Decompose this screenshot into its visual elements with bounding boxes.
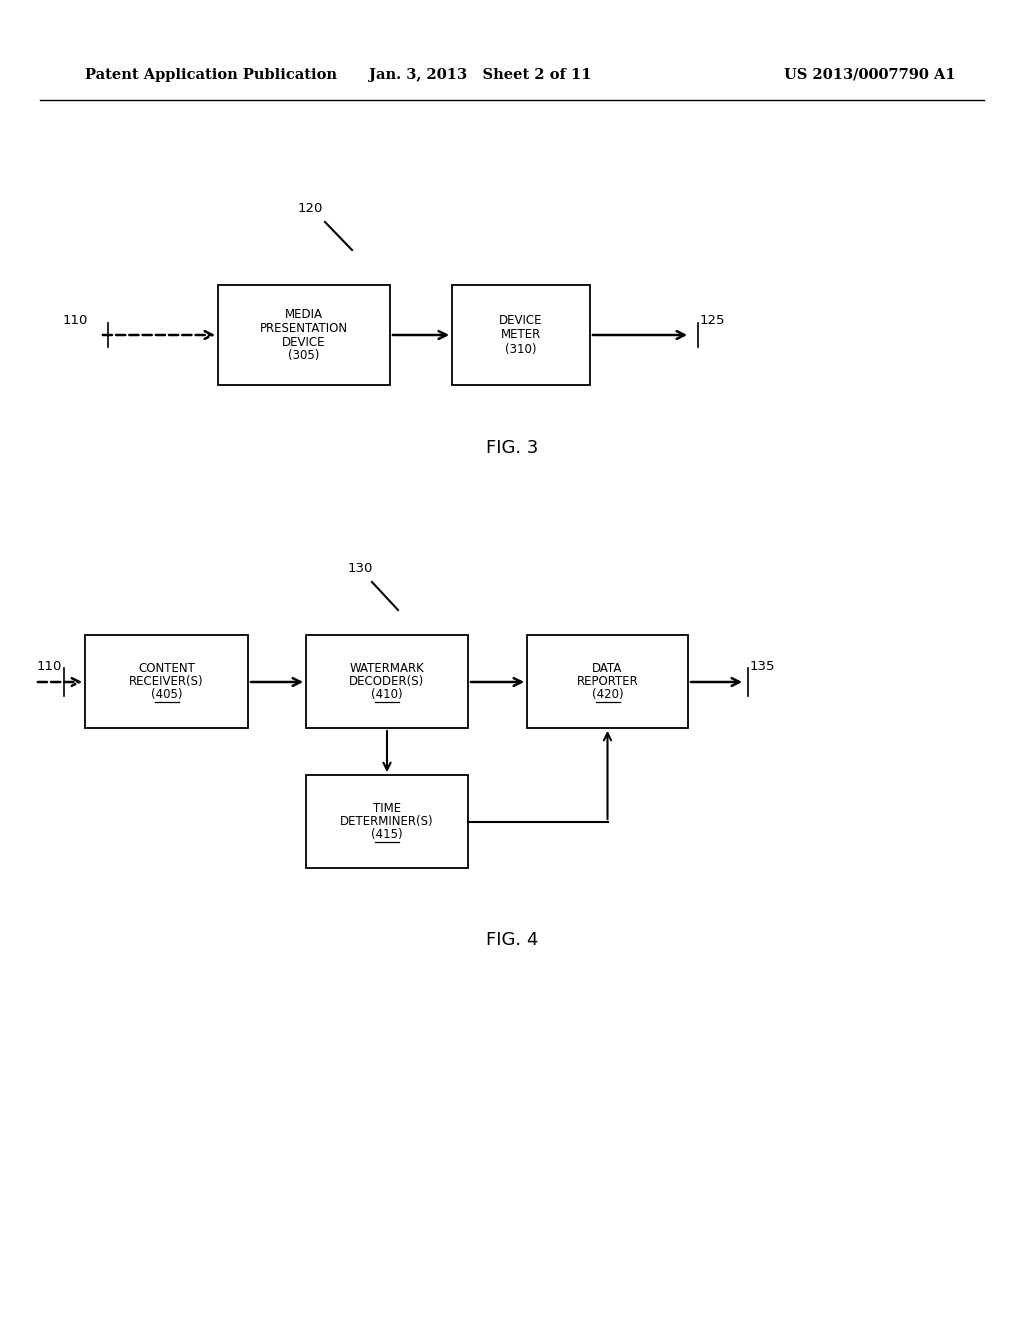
- Text: (420): (420): [592, 688, 624, 701]
- Text: 110: 110: [62, 314, 88, 326]
- Text: (410): (410): [371, 688, 402, 701]
- Text: RECEIVER(S): RECEIVER(S): [129, 675, 204, 688]
- Text: Patent Application Publication: Patent Application Publication: [85, 69, 337, 82]
- Text: 120: 120: [298, 202, 324, 214]
- Text: DEVICE: DEVICE: [500, 314, 543, 327]
- Text: REPORTER: REPORTER: [577, 675, 638, 688]
- Bar: [306, 635, 468, 729]
- Text: DEVICE: DEVICE: [283, 335, 326, 348]
- Text: METER: METER: [501, 329, 541, 342]
- Text: (310): (310): [505, 342, 537, 355]
- Bar: [306, 775, 468, 869]
- Text: DATA: DATA: [592, 663, 623, 675]
- Bar: [85, 635, 248, 729]
- Text: FIG. 3: FIG. 3: [485, 440, 539, 457]
- Text: (305): (305): [289, 350, 319, 363]
- Text: WATERMARK: WATERMARK: [349, 663, 424, 675]
- Text: DETERMINER(S): DETERMINER(S): [340, 814, 434, 828]
- Text: MEDIA: MEDIA: [285, 308, 323, 321]
- Text: 130: 130: [348, 561, 374, 574]
- Bar: [527, 635, 688, 729]
- Text: FIG. 4: FIG. 4: [485, 931, 539, 949]
- Text: CONTENT: CONTENT: [138, 663, 195, 675]
- Text: 125: 125: [700, 314, 725, 326]
- Text: 110: 110: [37, 660, 62, 672]
- Text: TIME: TIME: [373, 803, 401, 814]
- Text: (405): (405): [151, 688, 182, 701]
- Text: (415): (415): [371, 828, 402, 841]
- Text: DECODER(S): DECODER(S): [349, 675, 425, 688]
- Text: 135: 135: [750, 660, 775, 672]
- Text: Jan. 3, 2013   Sheet 2 of 11: Jan. 3, 2013 Sheet 2 of 11: [369, 69, 591, 82]
- Text: PRESENTATION: PRESENTATION: [260, 322, 348, 334]
- Bar: [452, 285, 590, 385]
- Bar: [218, 285, 390, 385]
- Text: US 2013/0007790 A1: US 2013/0007790 A1: [784, 69, 955, 82]
